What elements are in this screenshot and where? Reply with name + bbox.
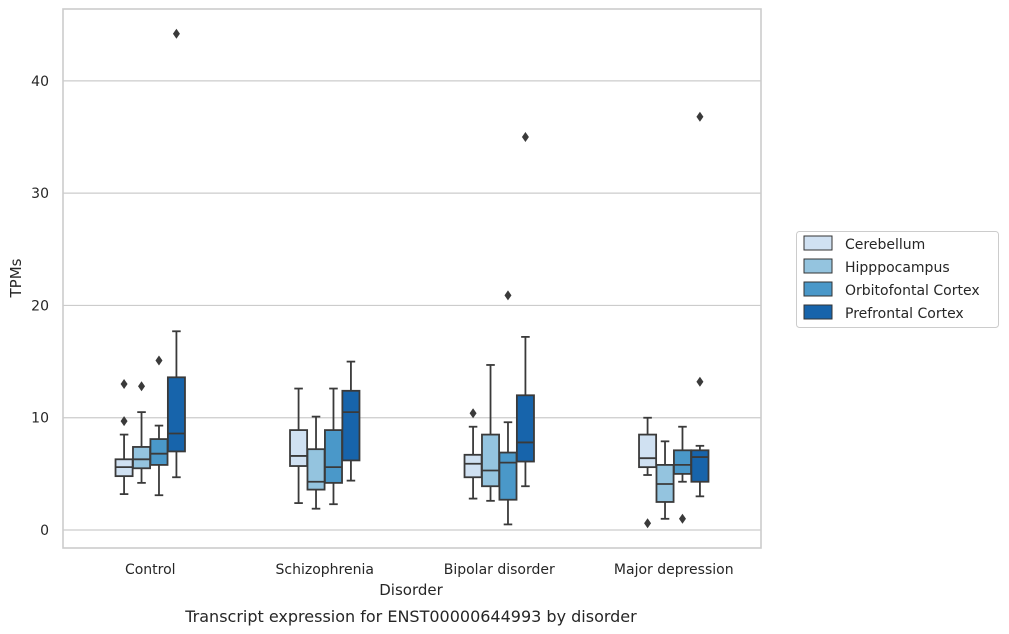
legend-swatch (803, 304, 833, 320)
legend-swatch (803, 258, 833, 274)
box (324, 429, 343, 484)
y-tick-label: 10 (31, 411, 49, 427)
box (289, 429, 309, 467)
box-marks (114, 28, 710, 529)
outlier-point (120, 416, 128, 427)
box-group (673, 425, 692, 524)
box-group (324, 387, 343, 506)
box (481, 433, 500, 488)
box (638, 433, 658, 469)
x-tick-label: Schizophrenia (276, 562, 374, 578)
box (673, 449, 692, 475)
legend-items: Cerebellum Hipppocampus Orbitofontal Corte… (803, 235, 980, 322)
legend-label: Orbitofontal Cortex (845, 283, 980, 299)
legend-label: Prefrontal Cortex (845, 306, 964, 322)
box (515, 394, 535, 463)
box-group (166, 28, 186, 479)
box-group (289, 387, 309, 504)
box-group (515, 132, 535, 488)
y-tick-label: 40 (31, 74, 49, 90)
box (341, 389, 361, 462)
legend-swatch (803, 281, 833, 297)
outlier-point (155, 355, 163, 366)
box (149, 438, 169, 466)
box-group (306, 415, 326, 510)
box-group (655, 440, 675, 520)
box-group (463, 408, 483, 500)
box (690, 449, 710, 483)
legend-label: Hipppocampus (845, 260, 950, 276)
box (306, 448, 326, 491)
box-group (132, 381, 151, 484)
outlier-point (138, 381, 146, 392)
legend-swatch (803, 235, 833, 251)
box-group (114, 379, 134, 496)
box-group (638, 416, 658, 529)
outlier-point (469, 408, 477, 419)
box (132, 446, 151, 470)
box (463, 453, 483, 479)
y-tick-label: 20 (31, 298, 49, 314)
x-tick-label: Bipolar disorder (444, 562, 555, 578)
outlier-point (644, 518, 652, 529)
x-axis-title: Disorder (379, 581, 443, 599)
outlier-point (172, 28, 180, 39)
x-tick-label: Major depression (614, 562, 734, 578)
y-tick-labels: 0 10 20 30 40 (31, 74, 49, 539)
legend-label: Cerebellum (845, 237, 925, 253)
plot-frame (62, 8, 762, 549)
outlier-point (678, 513, 686, 524)
box-group (149, 355, 169, 497)
outlier-point (696, 111, 704, 122)
chart-caption: Transcript expression for ENST0000064499… (184, 607, 637, 626)
outlier-point (504, 290, 512, 301)
x-tick-labels: Control Schizophrenia Bipolar disorder Majo… (125, 562, 734, 578)
outlier-point (521, 132, 529, 143)
box (498, 451, 518, 501)
box-group (498, 290, 518, 526)
y-axis-title: TPMs (7, 258, 25, 298)
x-tick-label: Control (125, 562, 176, 578)
legend-frame (796, 231, 999, 328)
box-group (690, 111, 710, 498)
box-group (341, 360, 361, 482)
outlier-point (120, 379, 128, 390)
box (166, 376, 186, 453)
box-group (481, 364, 500, 502)
y-tick-label: 30 (31, 186, 49, 202)
y-tick-label: 0 (40, 523, 49, 539)
legend: Cerebellum Hipppocampus Orbitofontal Corte… (796, 231, 999, 328)
outlier-point (696, 376, 704, 387)
